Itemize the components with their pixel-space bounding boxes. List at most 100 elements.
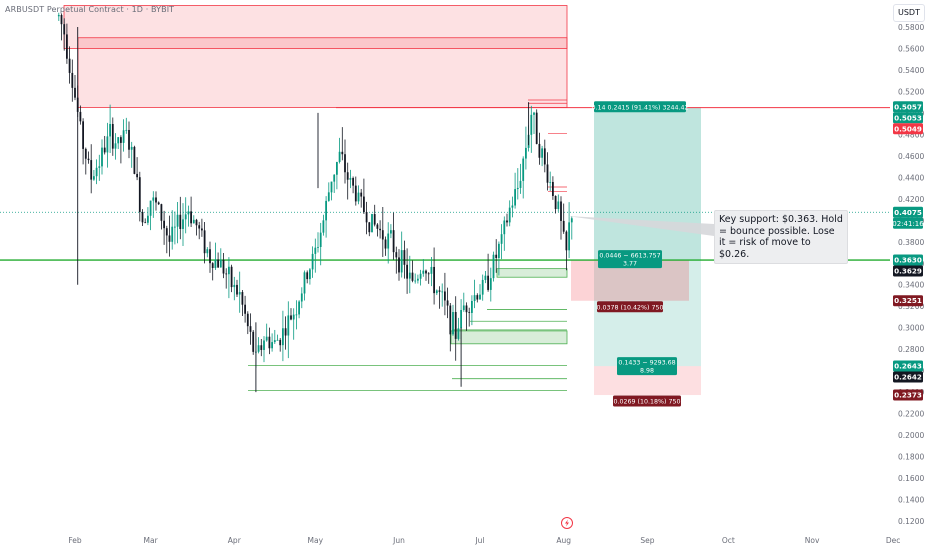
y-tick-label: 0.5800 [898, 23, 924, 32]
y-tick-label: 0.2000 [898, 431, 924, 440]
price-label-0.4075[interactable]: 0.4075 02:41:16 [892, 206, 924, 229]
candle-down [554, 195, 557, 210]
candle-up [182, 219, 184, 229]
candle-up [471, 300, 473, 313]
y-tick-label: 0.5600 [898, 44, 924, 53]
x-axis[interactable]: Feb Mar Apr May Jun Jul Aug Sep Oct Nov Dec [68, 536, 900, 545]
price-label-bg [893, 254, 923, 266]
stop-label-upper-text: 0.0378 (10.42%) 750 [597, 304, 664, 311]
candle-down [433, 266, 435, 294]
y-tick-label: 0.5200 [898, 87, 924, 96]
candle-down [120, 137, 122, 143]
stop-label-upper-bg [597, 301, 663, 313]
price-label-0.2373[interactable]: 0.2373 [893, 389, 923, 401]
candle-up [265, 336, 268, 341]
y-tick-label: 0.3800 [898, 238, 924, 247]
price-label-0.2643[interactable]: 0.2643 [893, 360, 923, 372]
candle-down [560, 201, 562, 221]
candle-down [406, 264, 408, 279]
bolt-icon[interactable] [561, 517, 573, 529]
candle-down [60, 14, 63, 25]
price-label-0.3251[interactable]: 0.3251 [893, 295, 923, 307]
candle-down [341, 151, 344, 155]
candle-down [138, 177, 141, 212]
price-label-text: 0.2643 [894, 362, 922, 371]
candle-up [122, 130, 125, 143]
zone-demand-2 [450, 330, 568, 345]
candle-down [168, 235, 171, 242]
candle-down [82, 121, 84, 149]
candle-up [460, 310, 462, 329]
x-tick-label: Mar [144, 536, 159, 545]
candle-down [379, 228, 381, 231]
candle-down [195, 219, 198, 226]
candle-up [349, 178, 352, 180]
position-labels-layer: 0.14 0.2415 (91.41%) 3244.42 0.0446 − 661… [591, 101, 689, 407]
candle-up [114, 143, 117, 149]
candle-down [198, 225, 201, 229]
candle-down [222, 259, 225, 274]
candle-down [190, 211, 192, 224]
candle-up [309, 269, 311, 280]
entry-label-upper-text: 3.77 [623, 261, 637, 268]
candle-up [317, 246, 319, 248]
price-label-0.2642[interactable]: 0.2642 [893, 371, 923, 383]
candle-up [319, 232, 322, 247]
candle-down [495, 254, 498, 258]
x-tick-label: Dec [886, 536, 901, 545]
candle-up [276, 339, 279, 341]
candle-up [387, 233, 390, 249]
candle-down [354, 185, 357, 202]
candle-down [63, 24, 66, 35]
price-label-0.5053[interactable]: 0.5053 [893, 112, 923, 124]
candle-up [479, 294, 481, 300]
zone-supply-main [77, 37, 568, 108]
candle-up [462, 305, 465, 311]
candle-down [476, 295, 479, 300]
candle-down [165, 228, 168, 236]
price-label-0.5057[interactable]: 0.5057 [893, 101, 923, 113]
candle-down [141, 211, 144, 223]
target-label-upper[interactable]: 0.14 0.2415 (91.41%) 3244.42 [591, 101, 689, 113]
price-label-bg [893, 371, 923, 383]
stop-label-lower[interactable]: 0.0269 (10.18%) 750 [613, 395, 681, 407]
candle-down [79, 111, 82, 122]
candle-up [568, 222, 570, 251]
candle-down [68, 58, 71, 73]
stop-label-upper[interactable]: 0.0378 (10.42%) 750 [597, 301, 664, 313]
price-label-text: 0.3629 [894, 267, 922, 276]
y-tick-label: 0.4600 [898, 152, 924, 161]
currency-selector[interactable]: USDT [893, 4, 925, 22]
candle-down [538, 143, 541, 158]
price-label-0.3629[interactable]: 0.3629 [893, 265, 923, 277]
candle-down [449, 305, 452, 335]
candle-up [408, 272, 411, 279]
price-label-bg [893, 123, 923, 135]
candle-down [565, 231, 568, 251]
candle-down [487, 275, 489, 290]
candle-up [300, 293, 303, 302]
candle-up [271, 342, 273, 349]
zones-layer [63, 5, 568, 391]
candle-up [525, 147, 527, 159]
price-labels-layer: 0.5057 0.5053 0.5049 0.4075 02:41:16 0.3630 0.… [892, 101, 924, 401]
annotation-note[interactable]: Key support: $0.363. Hold = bounce possi… [714, 210, 848, 264]
note-pointer [567, 216, 714, 236]
price-label-0.3630[interactable]: 0.3630 [893, 254, 923, 266]
candle-down [543, 148, 546, 165]
candle-up [176, 214, 179, 227]
candle-up [390, 230, 392, 234]
entry-label-lower[interactable]: 0.1433 − 9293.688.98 [617, 357, 677, 376]
candles-layer [57, 12, 573, 393]
candle-up [557, 201, 560, 210]
y-tick-label: 0.1600 [898, 474, 924, 483]
candle-up [263, 340, 265, 350]
countdown-bg [893, 217, 923, 229]
candle-up [333, 174, 336, 182]
candle-down [360, 192, 363, 197]
price-label-bg [893, 295, 923, 307]
candle-down [225, 273, 228, 275]
price-label-0.5049[interactable]: 0.5049 [893, 123, 923, 135]
